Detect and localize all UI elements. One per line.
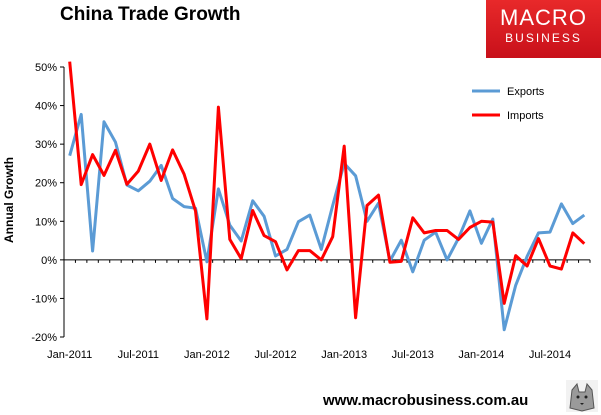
x-tick-label: Jan-2013 (321, 349, 367, 361)
y-tick-label: -10% (31, 293, 57, 305)
legend-label-imports: Imports (507, 110, 544, 122)
chart-axes (63, 67, 590, 337)
series-lines (68, 61, 586, 332)
wolf-logo-icon (566, 380, 598, 412)
legend-label-exports: Exports (507, 86, 545, 98)
y-tick-label: 40% (35, 101, 57, 113)
y-axis-ticks: -20% -10% 0% 10% 20% 30% 40% 50% (31, 62, 64, 344)
x-tick-label: Jan-2014 (458, 349, 504, 361)
x-tick-label: Jul-2014 (529, 349, 571, 361)
x-tick-label: Jan-2012 (184, 349, 230, 361)
y-tick-label: -20% (31, 332, 57, 344)
y-axis-label: Annual Growth (2, 157, 16, 243)
x-tick-label: Jul-2013 (392, 349, 434, 361)
chart-title: China Trade Growth (60, 4, 241, 25)
x-tick-label: Jul-2011 (118, 349, 159, 361)
series-line-imports (68, 61, 586, 321)
chart-legend: Exports Imports (472, 86, 545, 122)
footer-url: www.macrobusiness.com.au (323, 392, 529, 409)
y-tick-label: 0% (41, 255, 57, 267)
y-tick-label: 20% (35, 178, 57, 190)
logo-line-1: MACRO (500, 5, 587, 30)
y-tick-label: 10% (35, 216, 57, 228)
y-tick-label: 30% (35, 139, 57, 151)
x-tick-label: Jul-2012 (254, 349, 296, 361)
x-axis-ticks: Jan-2011 Jul-2011 Jan-2012 Jul-2012 Jan-2013… (47, 259, 591, 361)
logo-line-2: BUSINESS (505, 31, 582, 45)
series-line-exports (68, 112, 586, 332)
y-tick-label: 50% (35, 62, 57, 74)
x-tick-label: Jan-2011 (47, 349, 92, 361)
macrobusiness-logo: MACRO BUSINESS (486, 0, 601, 58)
